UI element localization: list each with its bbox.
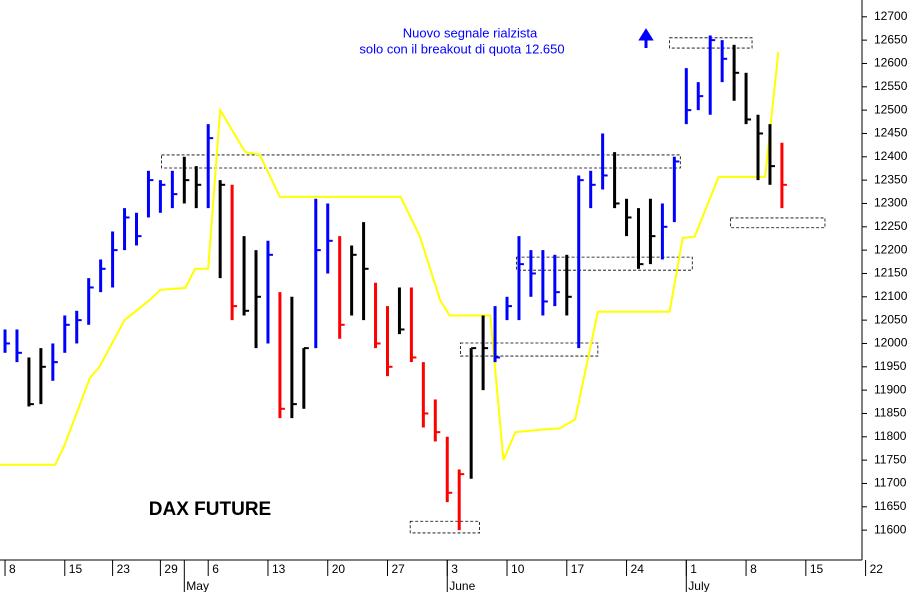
y-tick-label: 12250 [874, 219, 908, 233]
y-tick-label: 11850 [874, 406, 907, 420]
y-tick-label: 12150 [874, 266, 908, 280]
y-tick-label: 12500 [874, 102, 908, 116]
y-tick-label: 12700 [874, 9, 908, 23]
y-tick-label: 12550 [874, 79, 908, 93]
y-tick-label: 12100 [874, 289, 908, 303]
x-tick-label: 13 [272, 562, 286, 576]
plot-area [0, 35, 826, 534]
arrow [638, 28, 654, 48]
zone [516, 256, 693, 271]
annotation: solo con il breakout di quota 12.650 [359, 41, 564, 56]
x-tick-label: 15 [69, 562, 83, 576]
y-tick-label: 12400 [874, 149, 908, 163]
y-tick-label: 12350 [874, 172, 908, 186]
chart-title: DAX FUTURE [149, 499, 271, 520]
y-tick-label: 11900 [874, 382, 907, 396]
x-tick-label: 22 [870, 562, 884, 576]
x-tick-label: 17 [571, 562, 585, 576]
x-tick-label: 1 [690, 562, 697, 576]
x-tick-label: 10 [511, 562, 525, 576]
x-tick-label: 24 [631, 562, 645, 576]
month-label: May [186, 579, 209, 592]
y-tick-label: 11750 [874, 452, 907, 466]
zone [161, 154, 681, 169]
x-tick-label: 27 [391, 562, 405, 576]
y-tick-label: 11600 [874, 522, 907, 536]
x-tick-label: 15 [810, 562, 824, 576]
x-tick-label: 6 [212, 562, 219, 576]
x-tick-label: 8 [750, 562, 757, 576]
y-tick-label: 12200 [874, 242, 908, 256]
y-tick-label: 12000 [874, 336, 908, 350]
x-tick-label: 23 [117, 562, 131, 576]
line [0, 51, 780, 466]
zone [409, 520, 480, 534]
y-tick-label: 12300 [874, 196, 908, 210]
zone [730, 217, 826, 229]
y-tick-label: 12650 [874, 32, 908, 46]
y-tick-label: 11950 [874, 359, 907, 373]
x-tick-label: 20 [332, 562, 346, 576]
month-label: June [449, 579, 475, 592]
month-label: July [688, 579, 709, 592]
y-tick-label: 11650 [874, 499, 907, 513]
x-tick-label: 29 [164, 562, 178, 576]
y-tick-label: 11700 [874, 476, 907, 490]
annotation: Nuovo segnale rialzista [403, 25, 538, 40]
y-tick-label: 12050 [874, 312, 908, 326]
y-tick-label: 12600 [874, 56, 908, 70]
x-tick-label: 3 [451, 562, 458, 576]
x-tick-label: 8 [9, 562, 16, 576]
y-tick-label: 11800 [874, 429, 907, 443]
y-tick-label: 12450 [874, 126, 908, 140]
